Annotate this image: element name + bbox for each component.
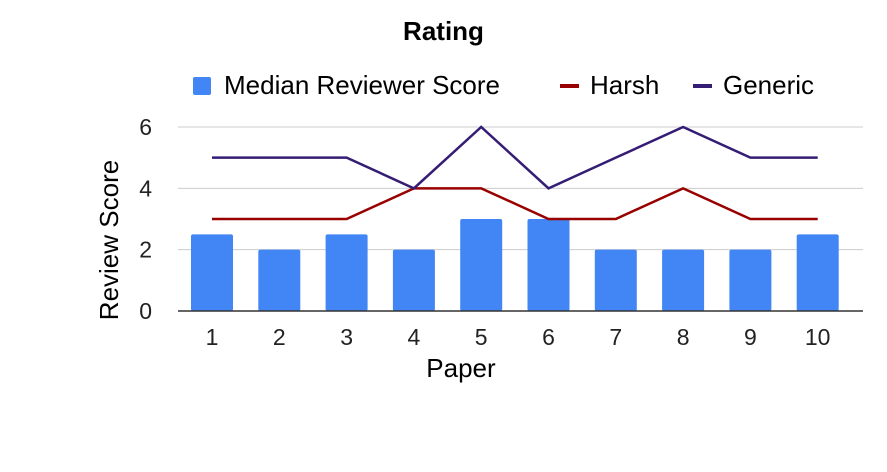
y-tick-label: 6 <box>139 114 152 140</box>
chart-title: Rating <box>403 16 484 46</box>
bar <box>594 249 637 311</box>
y-tick-label: 4 <box>139 175 152 201</box>
bar <box>729 249 772 311</box>
bar <box>191 234 233 311</box>
legend-item-generic: Generic <box>693 70 814 101</box>
x-tick-label: 10 <box>805 324 831 350</box>
x-tick-label: 1 <box>206 324 219 350</box>
bar <box>460 219 503 311</box>
series-line-harsh <box>212 186 818 221</box>
x-tick-label: 7 <box>609 324 622 350</box>
x-tick-label: 2 <box>273 324 286 350</box>
bar <box>527 219 570 311</box>
bar <box>392 249 435 311</box>
x-tick-label: 4 <box>408 324 421 350</box>
x-tick-label: 6 <box>542 324 555 350</box>
bar <box>796 234 839 311</box>
y-tick-label: 0 <box>139 298 152 324</box>
x-tick-label: 9 <box>744 324 757 350</box>
series-line-generic <box>212 125 818 190</box>
bar <box>325 234 368 311</box>
legend-label-harsh: Harsh <box>590 70 660 100</box>
bar <box>662 249 705 311</box>
legend-item-harsh: Harsh <box>560 70 659 101</box>
x-tick-label: 8 <box>677 324 690 350</box>
x-tick-label: 3 <box>340 324 353 350</box>
y-axis-title: Review Score <box>94 160 124 320</box>
line-series <box>212 125 818 221</box>
legend-label-median: Median Reviewer Score <box>224 70 501 100</box>
bar-series <box>191 219 839 311</box>
legend-item-median: Median Reviewer Score <box>193 70 500 101</box>
x-tick-label: 5 <box>475 324 488 350</box>
legend-swatch-harsh <box>560 83 579 88</box>
gridlines <box>178 126 863 251</box>
x-axis-title: Paper <box>426 353 496 383</box>
legend-swatch-median <box>193 76 211 95</box>
legend-swatch-generic <box>693 83 712 88</box>
legend: Median Reviewer Score Harsh Generic <box>0 70 887 104</box>
axes: 0 2 4 6 1 2 3 4 5 6 7 8 9 10 <box>139 114 863 350</box>
legend-label-generic: Generic <box>723 70 815 100</box>
bar <box>258 249 301 311</box>
y-tick-label: 2 <box>139 237 152 263</box>
